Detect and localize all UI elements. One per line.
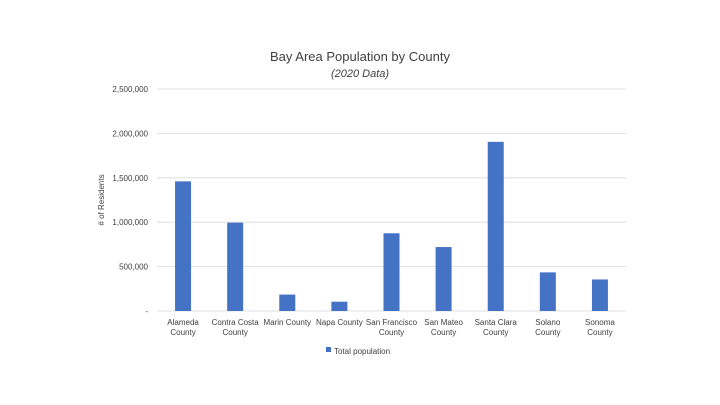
chart-title: Bay Area Population by County [270, 49, 450, 64]
y-tick-label: 500,000 [119, 263, 148, 272]
x-tick-label-line: Santa Clara [475, 318, 518, 327]
y-tick-label: - [145, 307, 148, 316]
x-tick-label: Marin County [263, 318, 311, 327]
bar [227, 222, 244, 311]
x-tick-label-line: County [222, 328, 247, 337]
y-tick-label: 1,000,000 [112, 218, 148, 227]
bar [383, 233, 400, 311]
x-tick-label: San Francisco County [366, 318, 418, 337]
y-axis-title: # of Residents [97, 174, 106, 225]
x-tick-label-line: San Francisco [366, 318, 418, 327]
x-tick-label-line: County [170, 328, 195, 337]
x-tick-label-line: Marin County [263, 318, 311, 327]
y-tick-label: 2,000,000 [112, 129, 148, 138]
bars [175, 141, 608, 311]
bar [487, 141, 504, 311]
x-tick-label-line: County [431, 328, 456, 337]
x-tick-label-line: Sonoma [585, 318, 615, 327]
bar [279, 294, 296, 311]
x-tick-label-line: San Mateo [424, 318, 463, 327]
y-tick-label: 2,500,000 [112, 85, 148, 94]
x-tick-label: Santa Clara County [475, 318, 518, 337]
bar [435, 247, 452, 311]
bar [175, 181, 192, 311]
x-tick-label: Solano County [535, 318, 561, 337]
bar [331, 301, 348, 311]
x-tick-label-line: County [379, 328, 404, 337]
bar [591, 279, 608, 311]
x-tick-label-line: Solano [535, 318, 560, 327]
x-tick-label-line: County [535, 328, 560, 337]
bar [539, 272, 556, 311]
chart-subtitle: (2020 Data) [331, 68, 389, 80]
x-tick-label-line: Napa County [316, 318, 363, 327]
x-tick-label: San Mateo County [424, 318, 463, 337]
x-tick-label: Sonoma County [585, 318, 615, 337]
y-tick-label: 1,500,000 [112, 174, 148, 183]
legend-label: Total population [334, 347, 390, 356]
x-tick-label-line: Contra Costa [212, 318, 260, 327]
y-axis-tick-labels: - 500,000 1,000,000 1,500,000 2,000,000 2,500… [112, 85, 148, 316]
x-tick-label: Napa County [316, 318, 363, 327]
legend: Total population [326, 347, 390, 356]
x-tick-label-line: County [587, 328, 612, 337]
x-tick-label: Alameda County [167, 318, 199, 337]
x-tick-label-line: County [483, 328, 508, 337]
x-tick-label-line: Alameda [167, 318, 199, 327]
legend-swatch [326, 347, 331, 352]
x-tick-label: Contra Costa County [212, 318, 260, 337]
